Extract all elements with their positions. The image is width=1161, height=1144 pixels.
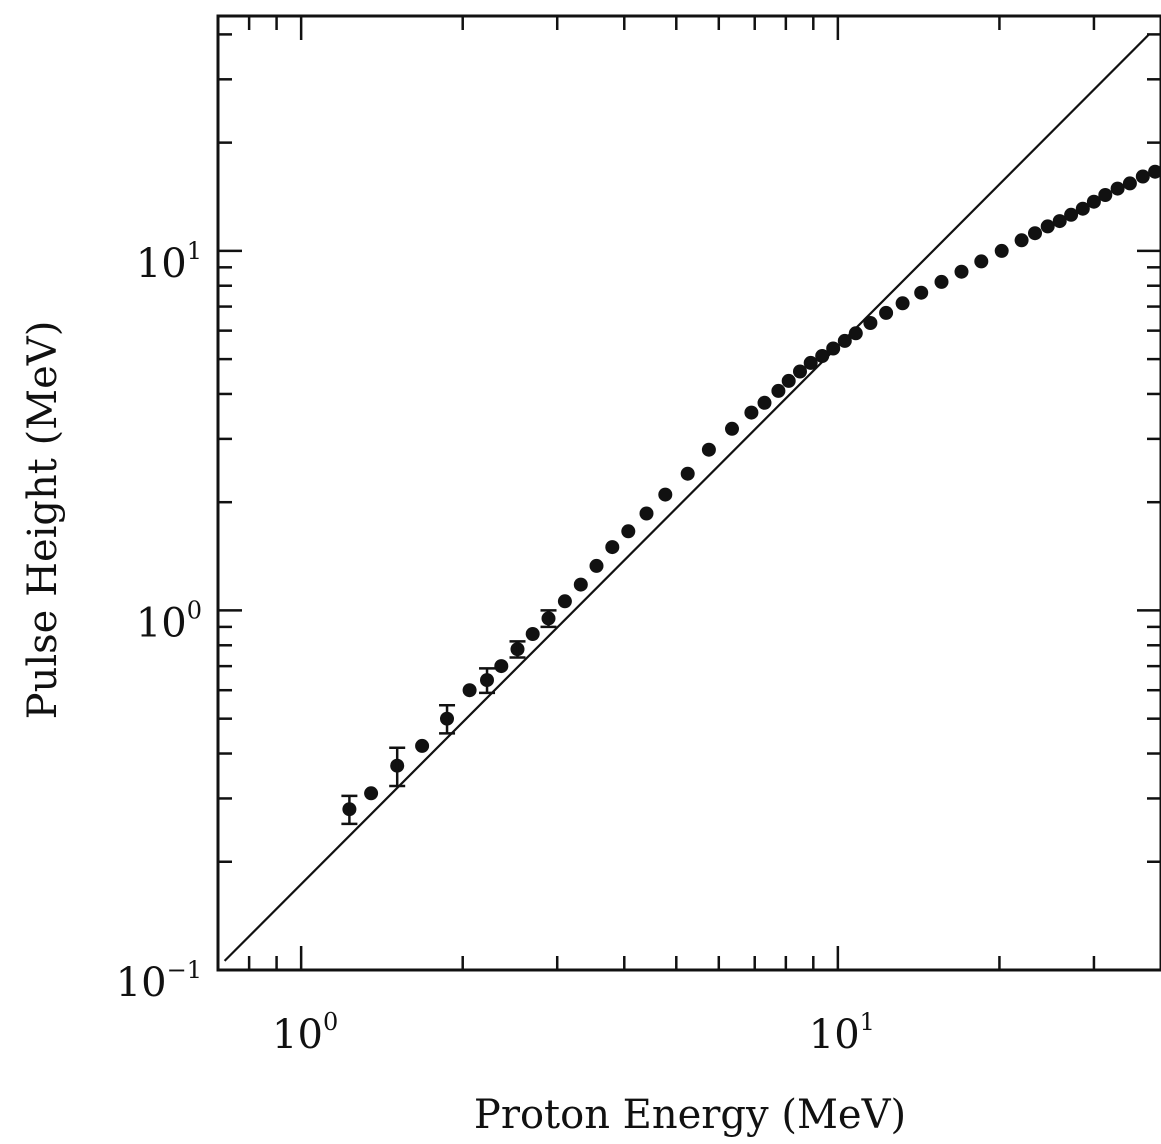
data-point	[462, 683, 477, 698]
data-point	[994, 243, 1009, 258]
y-tick-label: 100	[136, 596, 202, 646]
data-point	[557, 594, 572, 609]
y-tick-label: 101	[136, 237, 202, 287]
reference-line	[223, 33, 1150, 962]
data-point	[974, 254, 989, 269]
data-point	[793, 364, 807, 379]
data-point	[1075, 201, 1090, 216]
data-point	[589, 558, 604, 573]
data-point	[895, 296, 910, 311]
data-point	[1148, 164, 1161, 179]
tick-labels: 100 101 10−1 100 101	[116, 237, 875, 1058]
series-layer	[223, 33, 1161, 962]
data-point	[1028, 226, 1042, 241]
x-tick-label: 101	[809, 1008, 875, 1058]
data-point	[364, 786, 379, 801]
data-point	[573, 577, 588, 592]
data-point	[1086, 194, 1101, 209]
data-point	[879, 305, 894, 320]
data-point	[605, 540, 620, 555]
y-tick-label: 10−1	[116, 956, 202, 1006]
axis-ticks	[216, 16, 1161, 972]
data-point	[680, 466, 695, 481]
data-point	[494, 659, 509, 674]
x-tick-label: 100	[272, 1008, 338, 1058]
data-point	[757, 395, 772, 410]
data-point	[658, 487, 673, 502]
data-point	[744, 405, 759, 420]
data-point	[701, 442, 716, 457]
data-point	[863, 316, 878, 330]
data-point	[815, 349, 830, 363]
data-point	[1040, 219, 1055, 234]
data-point	[415, 738, 430, 753]
data-point	[639, 506, 654, 521]
data-point	[525, 627, 540, 641]
data-point	[826, 341, 841, 356]
data-point	[1052, 214, 1067, 229]
data-point	[837, 333, 852, 348]
data-point	[1014, 233, 1029, 248]
data-point	[914, 285, 929, 300]
data-point	[934, 274, 949, 289]
plot-frame	[216, 14, 1161, 972]
data-point	[1098, 188, 1113, 202]
data-point	[1064, 207, 1079, 222]
data-point	[1135, 169, 1150, 184]
data-point	[771, 383, 786, 398]
data-point	[954, 264, 969, 279]
data-point	[1122, 176, 1137, 191]
y-axis-title: Pulse Height (MeV)	[20, 321, 66, 720]
data-point	[725, 421, 739, 436]
data-point	[1110, 181, 1125, 196]
data-point	[848, 326, 863, 341]
data-point	[803, 355, 818, 370]
data-point	[621, 524, 636, 539]
x-axis-title: Proton Energy (MeV)	[474, 1092, 906, 1138]
data-point	[781, 373, 796, 388]
